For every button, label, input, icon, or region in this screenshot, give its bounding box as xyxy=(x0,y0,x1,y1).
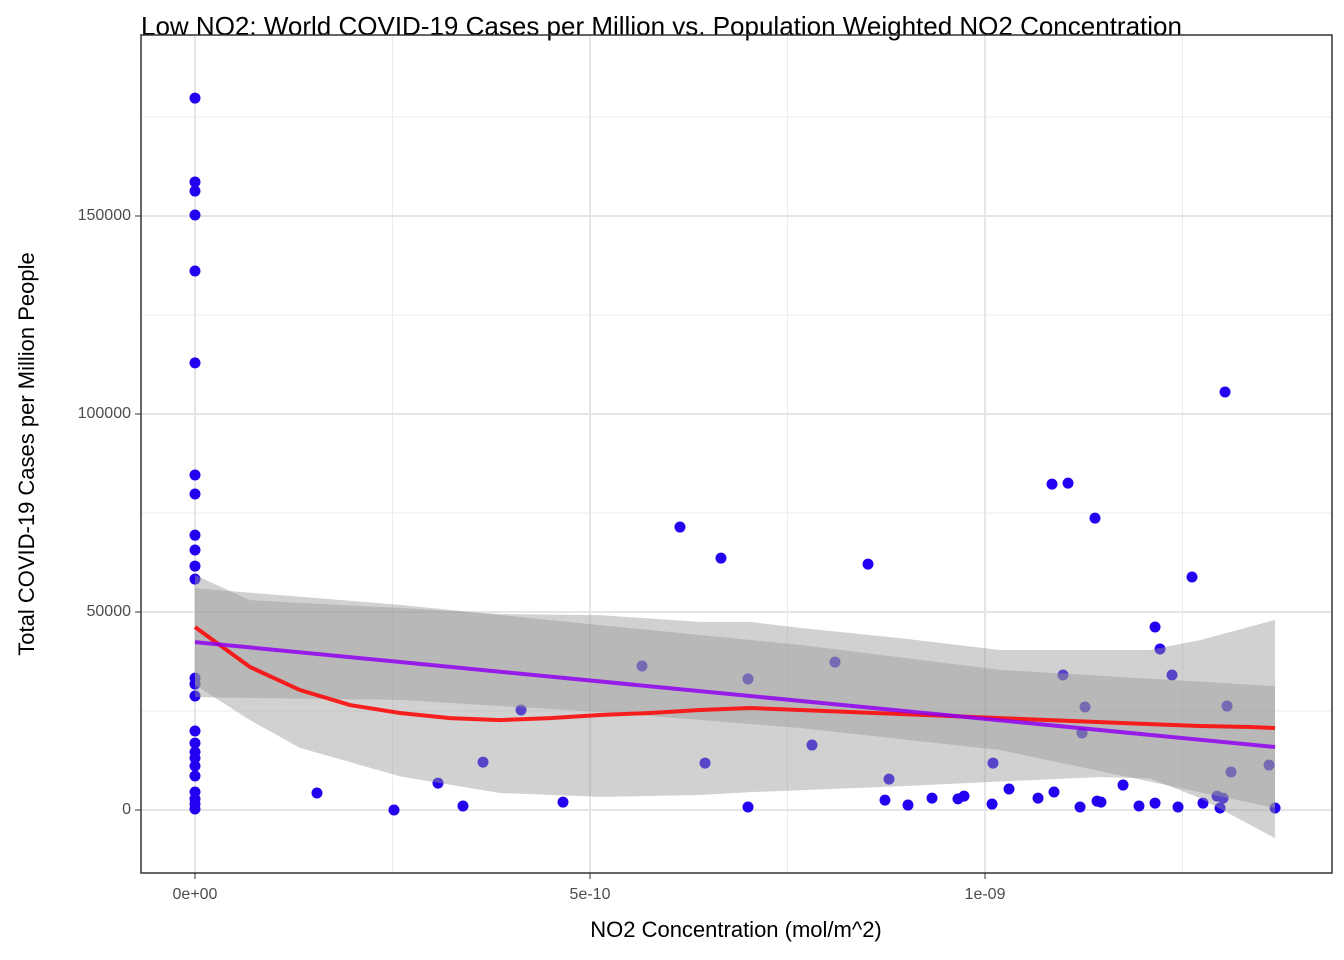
point xyxy=(189,752,201,764)
point xyxy=(189,544,201,556)
point xyxy=(1003,783,1015,795)
point xyxy=(699,757,711,769)
point xyxy=(902,799,914,811)
point xyxy=(1074,801,1086,813)
point xyxy=(1032,792,1044,804)
point xyxy=(189,560,201,572)
y-tick-label: 50000 xyxy=(87,603,132,620)
point xyxy=(1154,643,1166,655)
point xyxy=(715,552,727,564)
point xyxy=(189,678,201,690)
point xyxy=(189,737,201,749)
point xyxy=(1263,759,1275,771)
point xyxy=(189,573,201,585)
point xyxy=(189,185,201,197)
point xyxy=(1149,797,1161,809)
point xyxy=(1095,796,1107,808)
point xyxy=(557,796,569,808)
point xyxy=(1057,669,1069,681)
point xyxy=(189,265,201,277)
point xyxy=(742,801,754,813)
point xyxy=(1149,621,1161,633)
point xyxy=(1217,792,1229,804)
point xyxy=(1079,701,1091,713)
point xyxy=(926,792,938,804)
point xyxy=(189,176,201,188)
point xyxy=(189,725,201,737)
point xyxy=(189,529,201,541)
point xyxy=(883,773,895,785)
y-tick-label: 100000 xyxy=(78,405,131,422)
point xyxy=(189,803,201,815)
point xyxy=(189,760,201,772)
point xyxy=(958,790,970,802)
point xyxy=(189,357,201,369)
point xyxy=(1166,669,1178,681)
point xyxy=(636,660,648,672)
point xyxy=(189,770,201,782)
trend-line xyxy=(194,640,1276,750)
point xyxy=(1133,800,1145,812)
y-tick-label: 0 xyxy=(122,801,131,818)
point xyxy=(1269,802,1281,814)
point xyxy=(388,804,400,816)
point xyxy=(189,469,201,481)
point xyxy=(1089,512,1101,524)
point xyxy=(189,690,201,702)
point xyxy=(986,798,998,810)
point xyxy=(1062,477,1074,489)
trend-line xyxy=(193,625,1276,731)
point xyxy=(432,777,444,789)
point xyxy=(189,488,201,500)
point xyxy=(515,704,527,716)
point xyxy=(674,521,686,533)
x-axis-label: NO2 Concentration (mol/m^2) xyxy=(590,917,882,942)
point xyxy=(311,787,323,799)
x-tick-label: 0e+00 xyxy=(173,886,218,903)
point xyxy=(1046,478,1058,490)
y-axis-label: Total COVID-19 Cases per Million People xyxy=(14,252,39,656)
y-tick-label: 150000 xyxy=(78,207,131,224)
point xyxy=(1221,700,1233,712)
point xyxy=(742,673,754,685)
point xyxy=(1048,786,1060,798)
point xyxy=(1186,571,1198,583)
point xyxy=(806,739,818,751)
x-tick-label: 5e-10 xyxy=(570,886,611,903)
point xyxy=(1197,797,1209,809)
panel-border xyxy=(140,34,1333,874)
point xyxy=(1172,801,1184,813)
point xyxy=(987,757,999,769)
point xyxy=(189,209,201,221)
chart-title: Low NO2: World COVID-19 Cases per Millio… xyxy=(141,11,1182,41)
point xyxy=(829,656,841,668)
point xyxy=(1219,386,1231,398)
point xyxy=(477,756,489,768)
point xyxy=(879,794,891,806)
point xyxy=(457,800,469,812)
point xyxy=(1117,779,1129,791)
point xyxy=(862,558,874,570)
x-tick-label: 1e-09 xyxy=(965,886,1006,903)
point xyxy=(1225,766,1237,778)
point xyxy=(1214,802,1226,814)
confidence-band xyxy=(194,588,1276,809)
point xyxy=(189,92,201,104)
